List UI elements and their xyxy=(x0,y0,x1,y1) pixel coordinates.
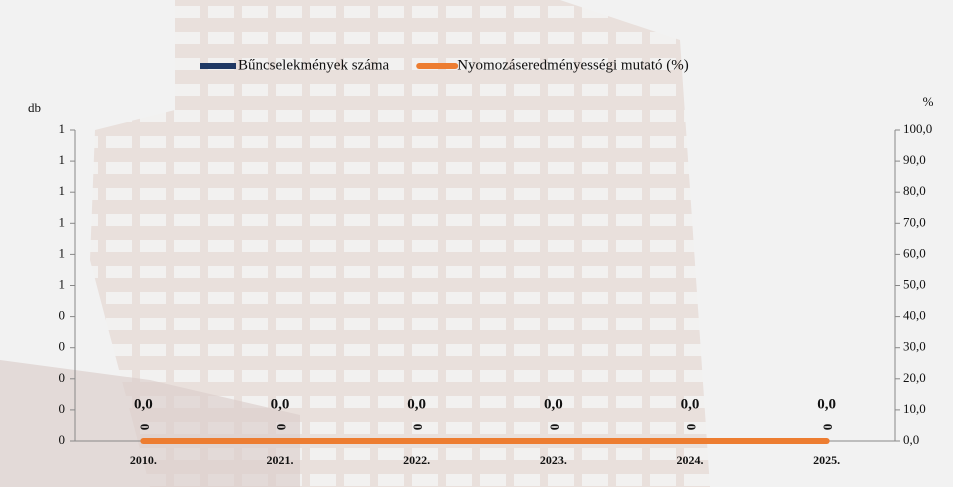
y2-axis-unit: % xyxy=(923,94,934,109)
y-tick-label: 0 xyxy=(59,432,66,447)
y-axis-unit: db xyxy=(28,100,41,115)
x-tick-label: 2022. xyxy=(403,453,430,467)
y2-tick-label: 90,0 xyxy=(903,152,926,167)
bar-value-label: 0,0 xyxy=(271,396,290,412)
y2-tick-label: 70,0 xyxy=(903,214,926,229)
line-value-label: 0 xyxy=(411,424,426,431)
bar-value-label: 0,0 xyxy=(134,396,153,412)
y-tick-label: 0 xyxy=(59,401,66,416)
y-tick-label: 0 xyxy=(59,370,66,385)
bar-value-label: 0,0 xyxy=(817,396,836,412)
line-value-label: 0 xyxy=(684,424,699,431)
legend-label: Nyomozáseredményességi mutató (%) xyxy=(457,57,689,73)
y-tick-label: 1 xyxy=(59,121,66,136)
line-value-label: 0 xyxy=(821,424,836,431)
y-tick-label: 0 xyxy=(59,339,66,354)
y2-tick-label: 100,0 xyxy=(903,121,932,136)
x-tick-label: 2025. xyxy=(813,453,840,467)
line-value-label: 0 xyxy=(274,424,289,431)
y2-tick-label: 50,0 xyxy=(903,276,926,291)
y2-tick-label: 60,0 xyxy=(903,245,926,260)
y2-tick-label: 10,0 xyxy=(903,401,926,416)
y2-tick-label: 80,0 xyxy=(903,183,926,198)
line-value-label: 0 xyxy=(137,424,152,431)
legend-label: Bűncselekmények száma xyxy=(238,57,390,73)
y2-tick-label: 0,0 xyxy=(903,432,919,447)
y-tick-label: 1 xyxy=(59,214,66,229)
x-tick-label: 2024. xyxy=(677,453,704,467)
x-tick-label: 2010. xyxy=(130,453,157,467)
bar-value-label: 0,0 xyxy=(544,396,563,412)
y2-tick-label: 40,0 xyxy=(903,308,926,323)
y-tick-label: 1 xyxy=(59,245,66,260)
y-tick-label: 0 xyxy=(59,308,66,323)
y2-tick-label: 20,0 xyxy=(903,370,926,385)
y2-tick-label: 30,0 xyxy=(903,339,926,354)
building-photo xyxy=(90,0,710,487)
bar-value-label: 0,0 xyxy=(407,396,426,412)
bar-value-label: 0,0 xyxy=(681,396,700,412)
y-tick-label: 1 xyxy=(59,183,66,198)
legend-swatch xyxy=(200,63,236,69)
line-value-label: 0 xyxy=(547,424,562,431)
x-tick-label: 2023. xyxy=(540,453,567,467)
y-tick-label: 1 xyxy=(59,276,66,291)
x-tick-label: 2021. xyxy=(267,453,294,467)
y-tick-label: 1 xyxy=(59,152,66,167)
